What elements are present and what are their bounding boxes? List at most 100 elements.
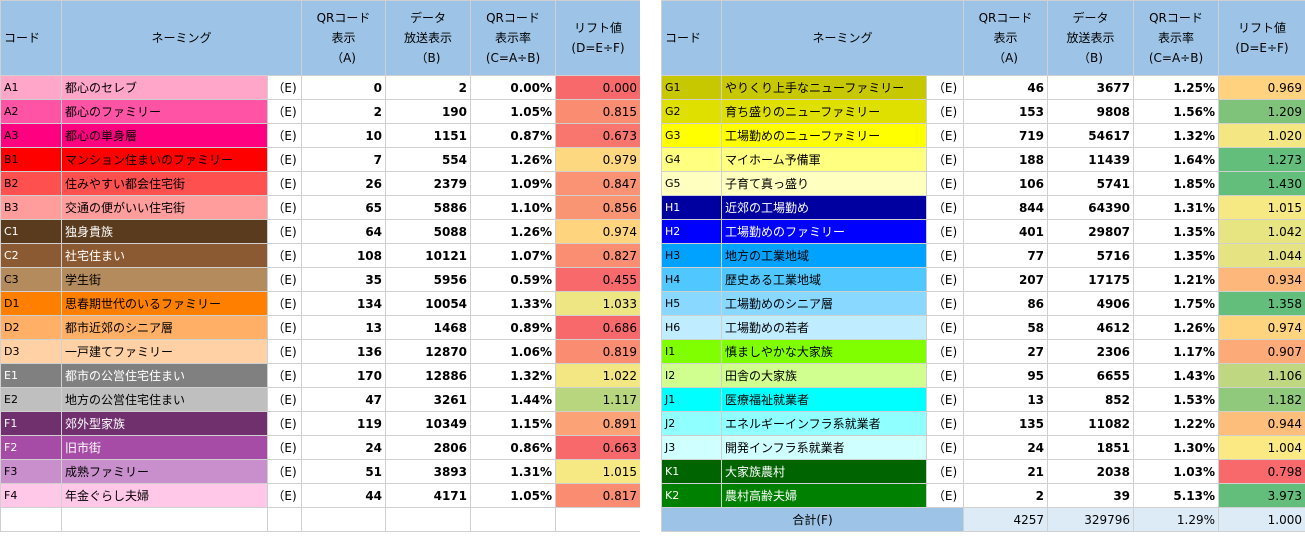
segment-name: 農村高齢夫婦 [721,483,927,508]
data-broadcast-count: 29807 [1047,219,1135,244]
segment-code: H5 [661,291,722,316]
table-row: A2 都心のファミリー （E) 2 190 1.05% 0.815 [0,99,642,124]
lift-ref-marker: （E) [925,363,965,388]
qr-display-rate: 0.59% [470,267,557,292]
lift-value: 0.686 [555,315,642,340]
header-lift-line2: (D=E÷F) [571,41,625,55]
lift-value: 1.273 [1218,147,1305,172]
header-qr-rate-line3: (C=A÷B) [1148,51,1204,65]
segment-code: J3 [661,435,722,460]
data-broadcast-count: 5088 [385,219,472,244]
qr-display-count: 35 [301,267,387,292]
segment-code: F1 [0,411,62,436]
lift-ref-marker: （E) [266,411,303,436]
qr-display-rate: 1.26% [470,219,557,244]
segment-code: H4 [661,267,722,292]
table-row: J2 エネルギーインフラ系就業者 （E) 135 11082 1.22% 0.944 [661,411,1305,436]
segment-code: A1 [0,75,62,100]
header-qr-rate-line1: QRコード [1149,11,1203,25]
segment-code: K1 [661,459,722,484]
qr-display-count: 719 [963,123,1049,148]
table-row: F4 年金ぐらし夫婦 （E) 44 4171 1.05% 0.817 [0,483,642,508]
qr-display-rate: 0.87% [470,123,557,148]
qr-display-count: 65 [301,195,387,220]
lift-ref-marker: （E) [266,75,303,100]
data-broadcast-count: 3893 [385,459,472,484]
data-broadcast-count: 5956 [385,267,472,292]
total-data-broadcast: 329796 [1047,507,1135,532]
lift-value: 0.944 [1218,411,1305,436]
lift-ref-marker: （E) [266,483,303,508]
qr-display-count: 26 [301,171,387,196]
lift-value: 0.815 [555,99,642,124]
total-qr-rate: 1.29% [1133,507,1220,532]
lift-ref-marker: （E) [925,315,965,340]
right-segment-table: コード ネーミング QRコード 表示 （A) データ 放送表示 （B) QRコー… [660,0,1305,532]
lift-value: 0.663 [555,435,642,460]
header-lift-line2: (D=E÷F) [1235,41,1289,55]
data-broadcast-count: 190 [385,99,472,124]
lift-ref-marker: （E) [266,243,303,268]
total-row: 合計(F) 4257 329796 1.29% 1.000 [660,507,1305,532]
segment-code: H3 [661,243,722,268]
lift-ref-marker: （E) [266,195,303,220]
table-row: G4 マイホーム予備軍 （E) 188 11439 1.64% 1.273 [661,147,1305,172]
qr-display-count: 86 [963,291,1049,316]
header-qr-rate-line2: 表示率 [495,31,532,45]
segment-code: G4 [661,147,722,172]
qr-display-rate: 1.17% [1133,339,1220,364]
empty-cell [555,507,642,532]
table-row: D3 一戸建てファミリー （E) 136 12870 1.06% 0.819 [0,339,642,364]
empty-cell [470,507,557,532]
data-broadcast-count: 10349 [385,411,472,436]
lift-value: 1.117 [555,387,642,412]
table-row: J1 医療福祉就業者 （E) 13 852 1.53% 1.182 [661,387,1305,412]
header-qr-rate: QRコード 表示率 (C=A÷B) [1133,0,1220,76]
qr-display-count: 13 [301,315,387,340]
table-row: F1 郊外型家族 （E) 119 10349 1.15% 0.891 [0,411,642,436]
lift-ref-marker: （E) [925,267,965,292]
segment-code: H6 [661,315,722,340]
total-label: 合計(F) [660,507,965,532]
qr-display-rate: 1.64% [1133,147,1220,172]
lift-ref-marker: （E) [266,363,303,388]
segment-name: 都心のセレブ [61,75,268,100]
lift-ref-marker: （E) [266,339,303,364]
table-row: F3 成熟ファミリー （E) 51 3893 1.31% 1.015 [0,459,642,484]
qr-display-count: 108 [301,243,387,268]
qr-display-rate: 1.53% [1133,387,1220,412]
qr-display-rate: 0.86% [470,435,557,460]
header-code: コード [661,0,722,76]
empty-cell [61,507,268,532]
header-lift-line1: リフト値 [1238,21,1287,35]
data-broadcast-count: 9808 [1047,99,1135,124]
header-data-broadcast: データ 放送表示 （B) [385,0,472,76]
table-row: H5 工場勤めのシニア層 （E) 86 4906 1.75% 1.358 [661,291,1305,316]
total-lift: 1.000 [1218,507,1305,532]
data-broadcast-count: 5886 [385,195,472,220]
segment-code: C3 [0,267,62,292]
lift-value: 1.022 [555,363,642,388]
qr-display-rate: 5.13% [1133,483,1220,508]
segment-code: C2 [0,243,62,268]
lift-value: 1.430 [1218,171,1305,196]
qr-display-rate: 1.31% [1133,195,1220,220]
header-data-broadcast: データ 放送表示 （B) [1047,0,1135,76]
segment-name: 工場勤めの若者 [721,315,927,340]
qr-display-rate: 1.15% [470,411,557,436]
segment-name: 都心の単身層 [61,123,268,148]
qr-display-count: 2 [301,99,387,124]
table-row: H1 近郊の工場勤め （E) 844 64390 1.31% 1.015 [661,195,1305,220]
qr-display-rate: 1.07% [470,243,557,268]
lift-value: 0.969 [1218,75,1305,100]
lift-value: 1.015 [1218,195,1305,220]
segment-code: G2 [661,99,722,124]
data-broadcast-count: 11439 [1047,147,1135,172]
data-broadcast-count: 2806 [385,435,472,460]
segment-code: H2 [661,219,722,244]
qr-display-rate: 1.31% [470,459,557,484]
lift-ref-marker: （E) [925,99,965,124]
table-row: G1 やりくり上手なニューファミリー （E) 46 3677 1.25% 0.969 [661,75,1305,100]
qr-display-count: 47 [301,387,387,412]
empty-cell [301,507,387,532]
